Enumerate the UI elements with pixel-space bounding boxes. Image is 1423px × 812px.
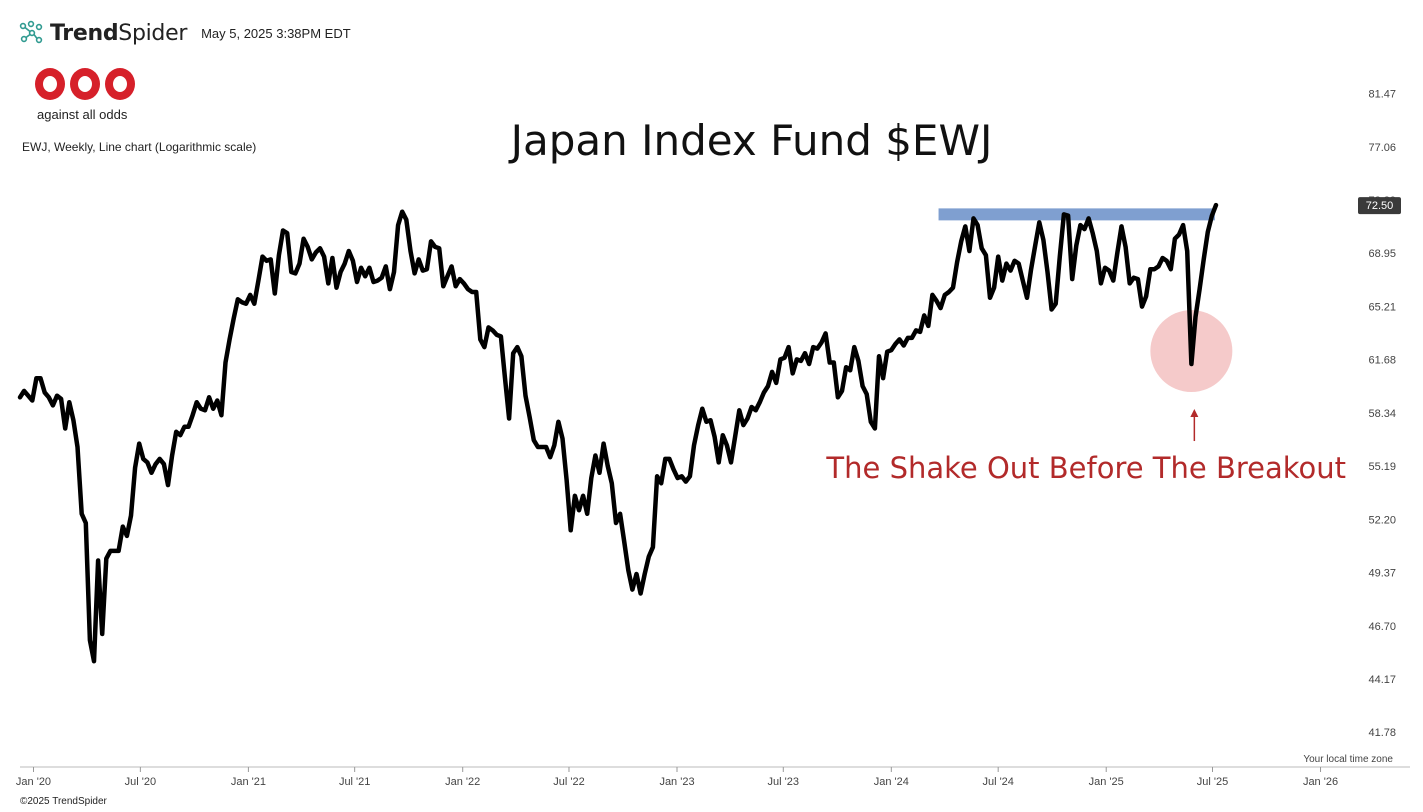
chart-title: Japan Index Fund $EWJ: [510, 116, 993, 165]
price-line: [17, 202, 1219, 664]
y-tick-label: 61.68: [1368, 355, 1396, 367]
y-tick-label: 52.20: [1368, 514, 1396, 526]
last-price-label: 72.50: [1366, 200, 1394, 212]
x-tick-label: Jan '22: [445, 776, 480, 788]
y-tick-label: 41.78: [1368, 727, 1396, 739]
price-tag-layer: 72.50: [1358, 197, 1401, 215]
trendspider-logo-icon: [19, 20, 43, 44]
y-axis: 81.4777.0672.8968.9565.2161.6858.3455.19…: [1368, 89, 1396, 740]
x-tick-label: Jul '21: [339, 776, 370, 788]
x-tick-label: Jan '23: [659, 776, 694, 788]
x-tick-label: Jan '26: [1303, 776, 1338, 788]
y-tick-label: 44.17: [1368, 674, 1396, 686]
brand-name: TrendSpider: [50, 21, 187, 46]
x-tick-label: Jul '20: [125, 776, 156, 788]
copyright: ©2025 TrendSpider: [20, 796, 107, 807]
y-tick-label: 77.06: [1368, 142, 1396, 154]
brand-prefix: Trend: [50, 20, 119, 46]
x-tick-label: Jan '21: [231, 776, 266, 788]
x-tick-label: Jan '20: [16, 776, 51, 788]
y-tick-label: 65.21: [1368, 301, 1396, 313]
x-tick-label: Jul '22: [553, 776, 584, 788]
resistance-band: [938, 208, 1215, 221]
price-line-layer: [17, 202, 1219, 664]
chart-subtitle: EWJ, Weekly, Line chart (Logarithmic sca…: [22, 140, 257, 154]
y-tick-label: 81.47: [1368, 89, 1396, 101]
annotation-text: The Shake Out Before The Breakout: [825, 451, 1346, 485]
annotation-arrowhead: [1190, 409, 1199, 418]
timestamp: May 5, 2025 3:38PM EDT: [201, 25, 351, 41]
against-all-odds-logo: [35, 68, 135, 100]
brand-suffix: Spider: [118, 20, 188, 46]
annotation-shapes: The Shake Out Before The Breakout: [825, 208, 1346, 485]
x-tick-label: Jul '24: [982, 776, 1013, 788]
x-tick-label: Jan '25: [1089, 776, 1124, 788]
y-tick-label: 55.19: [1368, 461, 1396, 473]
y-tick-label: 58.34: [1368, 408, 1396, 420]
y-tick-label: 46.70: [1368, 621, 1396, 633]
y-tick-label: 49.37: [1368, 568, 1396, 580]
x-axis: Jan '20 Jul '20 Jan '21 Jul '21 Jan '22 Jul '…: [16, 766, 1410, 788]
timezone-label: Your local time zone: [1303, 754, 1393, 765]
x-tick-label: Jan '24: [874, 776, 909, 788]
x-tick-label: Jul '23: [768, 776, 799, 788]
logo-caption: against all odds: [37, 107, 128, 122]
last-price-tag: [1358, 197, 1401, 215]
x-tick-label: Jul '25: [1197, 776, 1228, 788]
y-tick-label: 68.95: [1368, 248, 1396, 260]
header: TrendSpider May 5, 2025 3:38PM EDT: [18, 20, 351, 46]
